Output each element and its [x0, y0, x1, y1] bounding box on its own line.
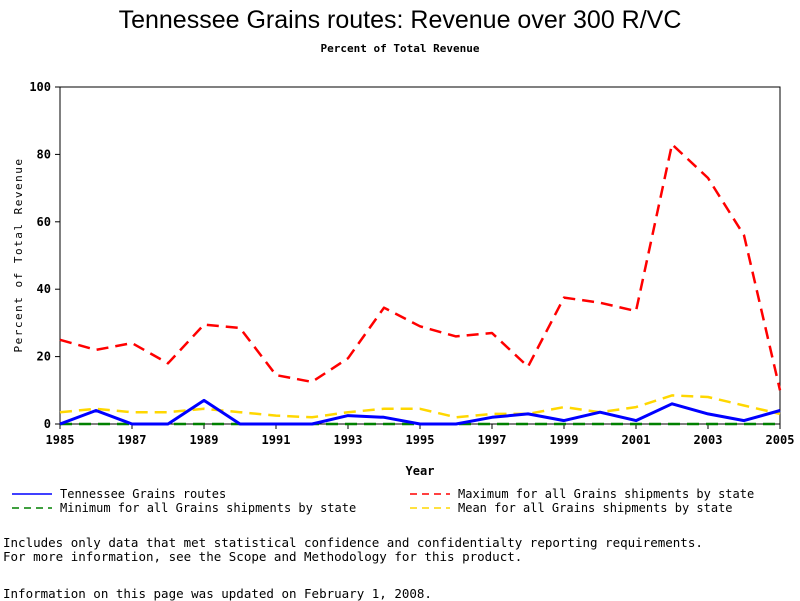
- legend: Tennessee Grains routes Maximum for all G…: [12, 487, 754, 515]
- series-line-1: [59, 143, 782, 391]
- y-tick-label: 60: [37, 215, 51, 229]
- series-line-3: [59, 394, 781, 419]
- y-tick-label: 100: [29, 80, 51, 94]
- legend-label-3: Mean for all Grains shipments by state: [458, 501, 733, 515]
- y-axis-label: Percent of Total Revenue: [12, 158, 25, 353]
- x-tick-label: 1995: [406, 433, 435, 447]
- note-methodology: For more information, see the Scope and …: [3, 549, 523, 564]
- y-tick-label: 40: [37, 282, 51, 296]
- note-updated: Information on this page was updated on …: [3, 586, 432, 601]
- y-axis: 0 20 40 60 80 100: [29, 80, 60, 431]
- y-tick-label: 0: [44, 417, 51, 431]
- x-tick-label: 1991: [262, 433, 291, 447]
- legend-label-0: Tennessee Grains routes: [60, 487, 226, 501]
- note-confidence: Includes only data that met statistical …: [3, 535, 703, 550]
- x-tick-label: 1999: [550, 433, 579, 447]
- series-lines: [59, 143, 782, 426]
- x-axis-label: Year: [406, 464, 435, 478]
- x-axis: 1985 1987 1989 1991 1993 1995 1997 1999 2001 2003…: [46, 424, 795, 447]
- plot-frame: [59, 86, 781, 425]
- x-tick-label: 1985: [46, 433, 75, 447]
- x-tick-label: 2005: [766, 433, 795, 447]
- legend-label-2: Minimum for all Grains shipments by stat…: [60, 501, 356, 515]
- x-tick-label: 2001: [622, 433, 651, 447]
- series-line-0: [59, 398, 781, 426]
- y-tick-label: 20: [37, 350, 51, 364]
- chart-title: Tennessee Grains routes: Revenue over 30…: [118, 6, 682, 34]
- y-tick-label: 80: [37, 147, 51, 161]
- x-tick-label: 1987: [118, 433, 147, 447]
- x-tick-label: 1993: [334, 433, 363, 447]
- legend-label-1: Maximum for all Grains shipments by stat…: [458, 487, 754, 501]
- chart-subtitle: Percent of Total Revenue: [320, 42, 480, 55]
- x-tick-label: 2003: [694, 433, 723, 447]
- x-tick-label: 1989: [190, 433, 219, 447]
- x-tick-label: 1997: [478, 433, 507, 447]
